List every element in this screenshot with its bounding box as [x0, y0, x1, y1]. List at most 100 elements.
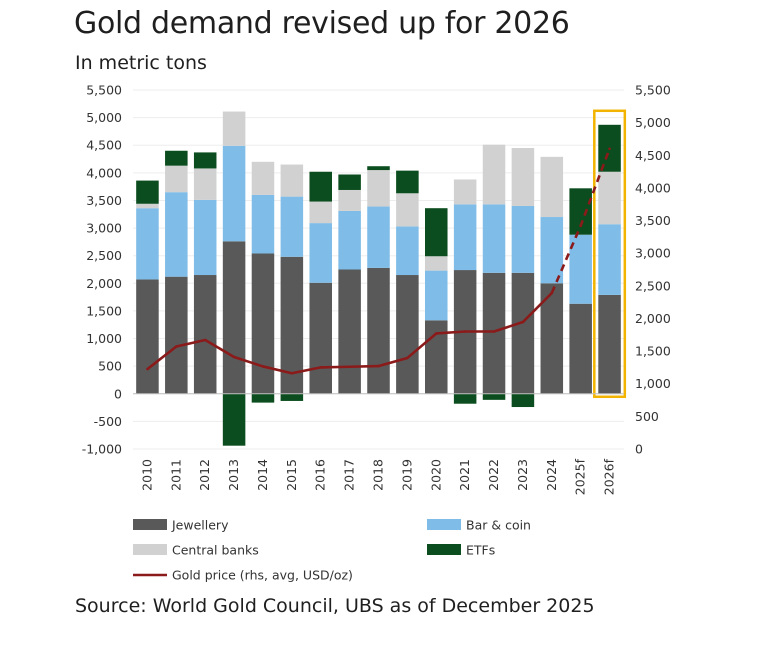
category-label: 2011 — [168, 459, 183, 491]
bar-jewellery-2014 — [251, 253, 275, 394]
bar-bar-coin-2019 — [396, 226, 419, 276]
gold-price-point-2018 — [377, 364, 380, 368]
legend-label: ETFs — [466, 543, 495, 558]
bar-etfs-2013 — [222, 393, 246, 446]
bar-jewellery-2011 — [165, 276, 188, 394]
bar-central-banks-2013 — [222, 111, 246, 146]
bar-etfs-2010 — [136, 180, 159, 204]
right-tick-label: 1,500 — [635, 344, 671, 359]
bar-central-banks-2022 — [482, 144, 506, 205]
bar-central-banks-2012 — [193, 168, 217, 200]
bar-etfs-2012 — [193, 152, 217, 169]
left-tick-label: -1,000 — [82, 442, 122, 457]
category-label: 2020 — [428, 459, 443, 491]
right-tick-label: 500 — [635, 409, 659, 424]
left-tick-label: 5,000 — [86, 110, 122, 125]
bar-etfs-2021 — [453, 393, 477, 404]
legend-label: Jewellery — [171, 518, 229, 533]
category-label: 2014 — [255, 459, 270, 491]
gold-price-point-2014 — [261, 365, 265, 368]
axes: -1,000 -500 0 500 1,000 1,500 2,000 2,500 3,000 3… — [82, 83, 671, 496]
legend: Jewellery Bar & coin Central banks ETFs Gold… — [133, 518, 531, 583]
bar-jewellery-2016 — [309, 282, 332, 394]
bar-central-banks-2021 — [453, 179, 477, 205]
right-tick-label: 2,500 — [635, 278, 671, 293]
category-label: 2021 — [457, 459, 472, 491]
bar-etfs-2015 — [280, 393, 304, 401]
category-label: 2019 — [399, 459, 414, 491]
bar-bar-coin-2014 — [251, 194, 275, 254]
gold-price-point-2012 — [203, 338, 207, 342]
bar-bar-coin-2018 — [367, 206, 390, 268]
bars — [136, 111, 621, 446]
right-tick-label: 1,000 — [635, 376, 671, 391]
gold-price-point-2013 — [232, 355, 236, 359]
right-tick-label: 5,000 — [635, 115, 671, 130]
bar-jewellery-2012 — [193, 275, 217, 394]
bar-etfs-2025f — [569, 188, 592, 235]
chart-title: Gold demand revised up for 2026 — [74, 6, 570, 41]
price-line-layer — [146, 147, 611, 375]
gold-price-point-2020 — [434, 332, 438, 335]
bar-jewellery-2018 — [367, 267, 390, 394]
gold-price-point-2016 — [319, 366, 323, 369]
bar-jewellery-2017 — [338, 269, 361, 394]
category-label: 2010 — [139, 459, 154, 491]
category-label: 2015 — [284, 459, 299, 491]
gold-price-point-2015 — [290, 371, 294, 375]
bar-central-banks-2020 — [425, 256, 448, 271]
bar-central-banks-2023 — [511, 147, 535, 206]
bar-bar-coin-2017 — [338, 210, 361, 270]
category-label: 2012 — [197, 459, 212, 491]
bar-jewellery-2026f — [598, 294, 621, 394]
bar-bar-coin-2021 — [453, 204, 477, 271]
bar-jewellery-2019 — [396, 275, 419, 394]
bar-bar-coin-2011 — [165, 192, 188, 277]
left-tick-label: 3,000 — [86, 221, 122, 236]
bar-bar-coin-2025f — [569, 234, 592, 304]
bar-central-banks-2026f — [598, 171, 621, 225]
bar-etfs-2018 — [367, 166, 390, 171]
bar-bar-coin-2012 — [193, 199, 217, 276]
legend-label: Gold price (rhs, avg, USD/oz) — [172, 568, 353, 583]
bar-etfs-2017 — [338, 174, 361, 190]
chart-subtitle: In metric tons — [75, 52, 207, 74]
category-label: 2013 — [226, 459, 241, 491]
left-tick-label: 1,000 — [86, 331, 122, 346]
category-label: 2016 — [313, 459, 328, 491]
category-label: 2024 — [544, 459, 559, 491]
category-label: 2022 — [486, 459, 501, 491]
bar-bar-coin-2023 — [511, 205, 535, 273]
bar-central-banks-2015 — [280, 164, 304, 197]
bar-etfs-2023 — [511, 393, 535, 408]
gold-price-point-2010 — [146, 367, 149, 371]
gold-price-point-2021 — [463, 330, 467, 333]
right-tick-label: 2,000 — [635, 311, 671, 326]
bar-bar-coin-2022 — [482, 204, 506, 273]
bar-bar-coin-2013 — [222, 145, 246, 242]
bar-etfs-2020 — [425, 208, 448, 257]
bar-jewellery-2022 — [482, 272, 506, 394]
bar-jewellery-2020 — [425, 320, 448, 394]
bar-jewellery-2023 — [511, 272, 535, 394]
bar-central-banks-2018 — [367, 170, 390, 207]
right-tick-label: 5,500 — [635, 83, 671, 98]
highlight-box-2026f — [593, 109, 627, 399]
bar-jewellery-2024 — [540, 283, 564, 394]
bar-etfs-2011 — [165, 150, 188, 166]
left-tick-label: 1,500 — [86, 303, 122, 318]
gold-price-point-2026f — [608, 147, 611, 151]
bar-etfs-2022 — [482, 393, 506, 400]
left-tick-label: 2,500 — [86, 248, 122, 263]
left-tick-label: -500 — [94, 414, 122, 429]
right-tick-label: 4,500 — [635, 148, 671, 163]
bar-central-banks-2014 — [251, 161, 275, 195]
bar-central-banks-2017 — [338, 189, 361, 211]
bar-bar-coin-2024 — [540, 217, 564, 284]
category-label: 2018 — [371, 459, 386, 491]
gold-price-point-2022 — [492, 330, 496, 333]
gold-price-point-2024 — [550, 291, 554, 295]
source-note: Source: World Gold Council, UBS as of De… — [75, 595, 595, 617]
gold-price-point-2017 — [348, 365, 351, 369]
